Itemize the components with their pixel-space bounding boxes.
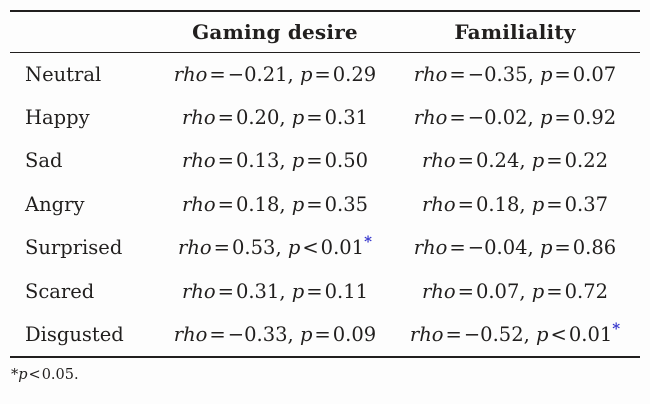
stat-cell-familiality: rho = −0.35, p = 0.07 — [413, 62, 617, 86]
table-row-scared: Scared rho = 0.31, p = 0.11 rho = 0.07, p = 0.72 — [10, 270, 640, 314]
stat-cell-familiality: rho = −0.52, p <0.01* — [409, 319, 621, 346]
table-row-neutral: Neutral rho = −0.21, p = 0.29 rho = −0.35, p = 0… — [10, 52, 640, 96]
stat-cell-gaming: rho = 0.53, p <0.01* — [178, 232, 372, 260]
correlation-table: Gaming desire Familiality Neutral rho = −0… — [10, 10, 640, 358]
table-footnote: *p<0.05. — [11, 367, 650, 383]
row-label: Neutral — [25, 62, 102, 86]
stat-cell-gaming: rho = 0.31, p = 0.11 — [181, 279, 369, 303]
stat-cell-familiality: rho = −0.02, p = 0.92 — [413, 105, 617, 129]
stat-cell-gaming: rho = −0.21, p = 0.29 — [173, 62, 377, 86]
table-row-sad: Sad rho = 0.13, p = 0.50 rho = 0.24, p = 0.22 — [10, 139, 640, 183]
footnote-star: * — [11, 366, 19, 383]
row-label: Happy — [25, 105, 90, 129]
col-header-familiality: Familiality — [390, 11, 640, 53]
stat-cell-gaming: rho = 0.20, p = 0.31 — [181, 105, 369, 129]
footnote-value: 0.05. — [41, 366, 79, 383]
col-header-gaming-desire: Gaming desire — [160, 11, 390, 53]
row-label: Scared — [25, 279, 95, 303]
stat-cell-gaming: rho = −0.33, p = 0.09 — [173, 322, 377, 346]
stat-cell-gaming: rho = 0.13, p = 0.50 — [181, 149, 369, 173]
row-label: Angry — [25, 192, 85, 216]
table-row-happy: Happy rho = 0.20, p = 0.31 rho = −0.02, p = 0.92 — [10, 96, 640, 140]
stat-cell-familiality: rho = −0.04, p = 0.86 — [413, 236, 617, 260]
header-row: Gaming desire Familiality — [10, 11, 640, 53]
footnote-p-label: p — [18, 366, 28, 383]
stat-cell-gaming: rho = 0.18, p = 0.35 — [181, 192, 369, 216]
paper-table-figure: Gaming desire Familiality Neutral rho = −0… — [0, 10, 650, 404]
table-row-surprised: Surprised rho = 0.53, p <0.01* rho = −0.04, p… — [10, 226, 640, 270]
row-label: Surprised — [25, 236, 123, 260]
stat-cell-familiality: rho = 0.18, p = 0.37 — [421, 192, 609, 216]
table-row-angry: Angry rho = 0.18, p = 0.35 rho = 0.18, p = 0.37 — [10, 183, 640, 227]
row-label: Disgusted — [25, 322, 124, 346]
stat-cell-familiality: rho = 0.24, p = 0.22 — [421, 149, 609, 173]
row-label: Sad — [25, 149, 63, 173]
corner-cell — [10, 11, 160, 53]
table-row-disgusted: Disgusted rho = −0.33, p = 0.09 rho = −0.52, p… — [10, 313, 640, 357]
stat-cell-familiality: rho = 0.07, p = 0.72 — [421, 279, 609, 303]
footnote-relation: < — [28, 366, 41, 383]
